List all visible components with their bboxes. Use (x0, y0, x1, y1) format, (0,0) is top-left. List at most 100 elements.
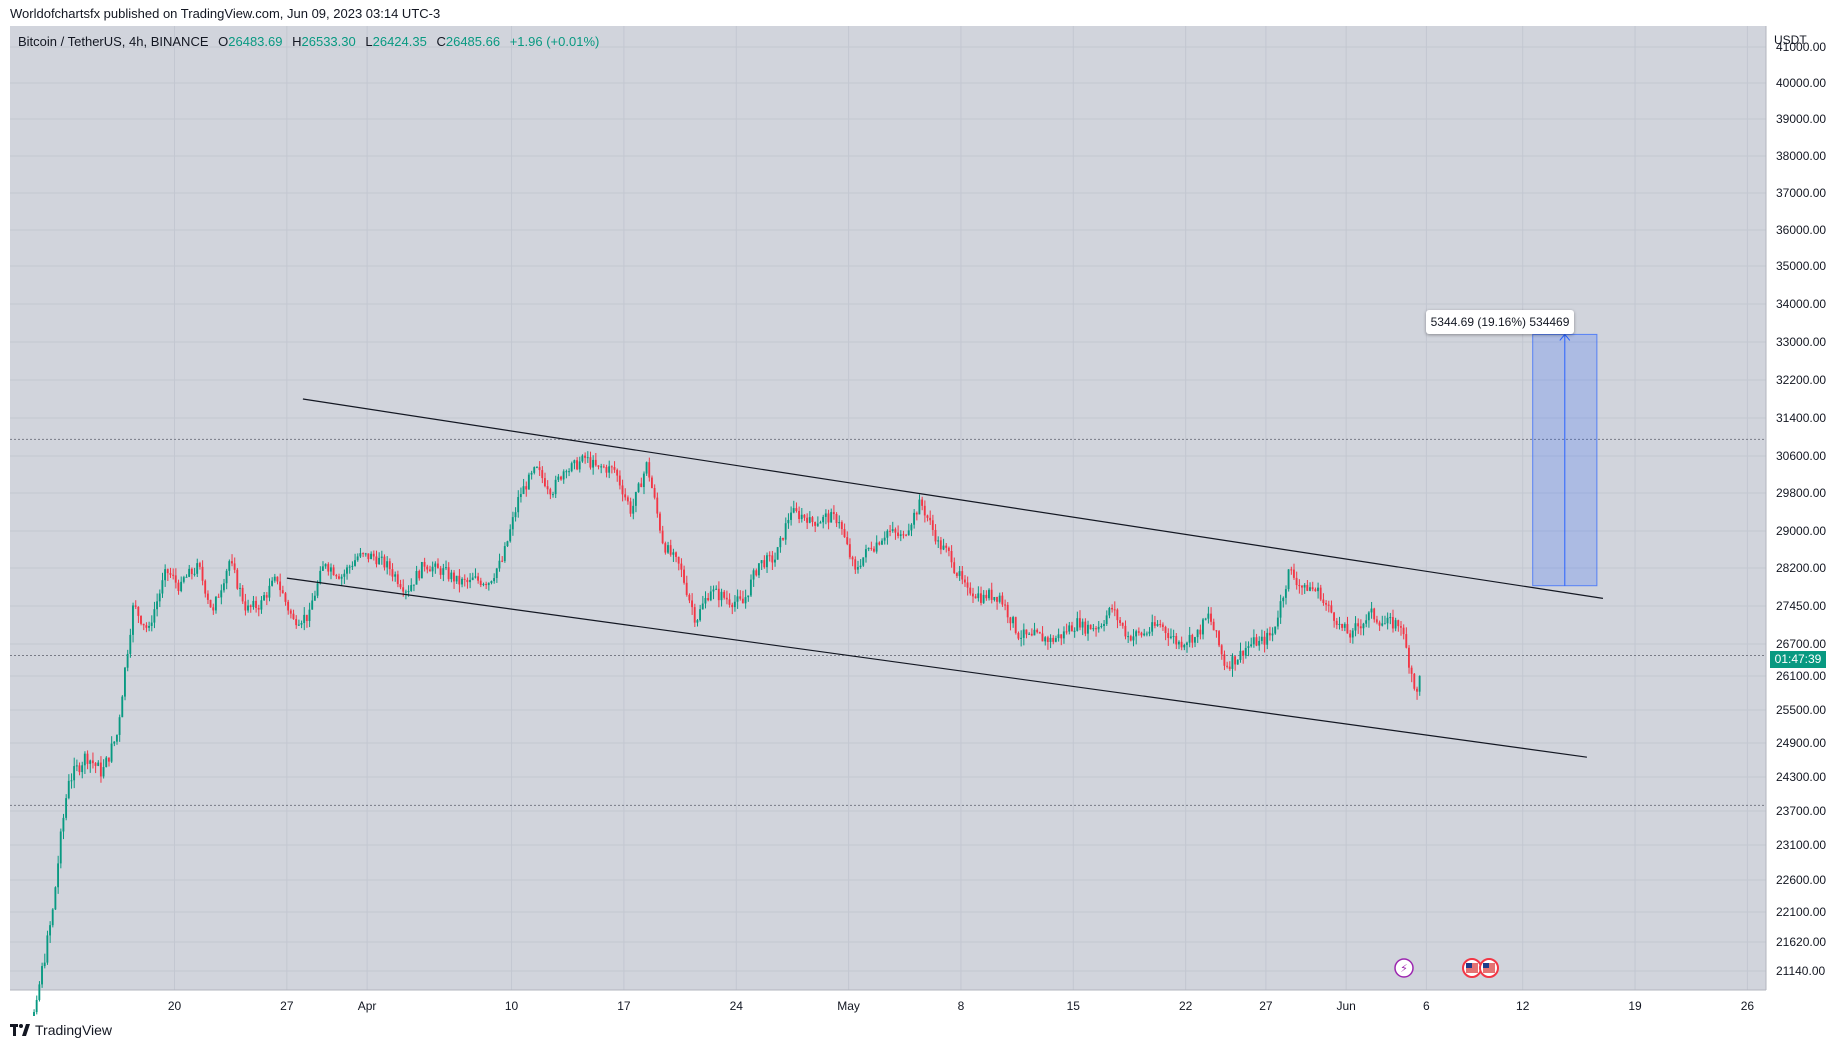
candle-body (929, 517, 932, 521)
candle-body (1252, 637, 1255, 645)
candle-body (963, 579, 966, 583)
candle-body (1065, 631, 1068, 633)
candle-body (955, 573, 958, 576)
candle-body (766, 555, 768, 568)
candle-body (790, 512, 792, 520)
candle-body (1167, 633, 1170, 639)
candle-body (281, 590, 284, 594)
candle-body (407, 591, 410, 593)
candle-body (289, 610, 292, 614)
candle-body (1223, 654, 1226, 666)
candle-body (522, 486, 525, 495)
candle-body (1317, 587, 1319, 592)
trendline-lower[interactable] (286, 577, 1587, 758)
candle-body (509, 529, 512, 542)
candle-body (78, 765, 81, 773)
price-chart[interactable]: 2027Apr101724May8152227Jun6121926Jul4100… (0, 26, 1841, 1016)
y-tick-label: 33000.00 (1776, 335, 1826, 349)
candle-body (1177, 641, 1180, 645)
candle-body (1191, 634, 1194, 643)
candle-body (632, 505, 635, 514)
candle-body (942, 545, 945, 550)
candle-body (696, 620, 699, 623)
candle-body (169, 573, 172, 575)
candle-body (1081, 621, 1084, 628)
candle-body (329, 567, 332, 572)
candle-body (1381, 623, 1384, 626)
y-tick-label: 34000.00 (1776, 297, 1826, 311)
trendline-upper[interactable] (302, 398, 1604, 599)
candle-body (1127, 636, 1129, 638)
candle-body (166, 569, 169, 574)
candle-body (709, 591, 712, 601)
candle-body (768, 555, 771, 557)
candle-body (311, 600, 314, 610)
candle-body (83, 753, 86, 766)
candle-body (43, 962, 46, 967)
y-tick-label: 41000.00 (1776, 40, 1826, 54)
candle-body (453, 572, 455, 582)
us-flag-canton (1466, 963, 1472, 968)
candle-body (383, 556, 386, 568)
candle-body (733, 601, 736, 608)
candle-body (1234, 656, 1236, 665)
candle-body (822, 516, 825, 523)
candle-body (1365, 620, 1368, 624)
candle-body (798, 510, 800, 520)
tradingview-logo[interactable]: TradingView (10, 1022, 112, 1038)
candle-body (1284, 589, 1287, 598)
candle-body (156, 601, 158, 610)
candle-body (164, 569, 166, 581)
candle-body (744, 597, 747, 604)
candle-body (1183, 644, 1186, 648)
candle-body (1084, 621, 1087, 634)
candle-body (222, 583, 225, 591)
candle-body (346, 567, 348, 574)
candle-body (688, 594, 691, 601)
candle-body (255, 600, 257, 608)
candle-body (474, 576, 477, 578)
candle-body (1129, 636, 1132, 641)
candle-body (800, 514, 803, 520)
candle-body (428, 569, 431, 572)
candle-body (1375, 619, 1378, 623)
candle-body (578, 461, 581, 470)
candle-body (511, 517, 514, 530)
candle-body (878, 542, 881, 545)
candle-body (1274, 626, 1277, 634)
candle-body (747, 595, 750, 598)
price-axis[interactable] (1766, 26, 1841, 1016)
candle-body (1036, 629, 1039, 633)
candle-body (568, 471, 570, 473)
candle-body (338, 576, 340, 579)
candle-body (672, 552, 675, 555)
published-text: Worldofchartsfx published on TradingView… (10, 6, 441, 21)
x-tick-label: 19 (1628, 999, 1642, 1013)
candle-body (1014, 617, 1017, 633)
candle-body (1266, 632, 1269, 645)
candle-body (396, 574, 399, 585)
candle-body (193, 573, 196, 575)
candle-body (1314, 589, 1317, 592)
candle-body (198, 563, 201, 567)
candle-body (415, 571, 418, 585)
tradingview-icon (10, 1024, 30, 1036)
candle-body (763, 560, 766, 568)
x-tick-label: 15 (1067, 999, 1081, 1013)
candle-body (683, 569, 685, 583)
y-tick-label: 30600.00 (1776, 449, 1826, 463)
candle-body (1012, 617, 1014, 624)
candle-body (431, 566, 434, 572)
candle-body (129, 634, 132, 654)
candle-body (1386, 617, 1389, 624)
candle-body (279, 581, 282, 591)
candle-body (1140, 632, 1143, 636)
candle-body (784, 523, 787, 540)
candle-body (902, 534, 905, 536)
candle-body (782, 537, 784, 540)
candle-body (824, 513, 827, 517)
candle-body (1103, 623, 1105, 626)
candle-body (487, 583, 490, 586)
lightning-icon[interactable] (1394, 958, 1414, 978)
candle-body (811, 517, 814, 522)
